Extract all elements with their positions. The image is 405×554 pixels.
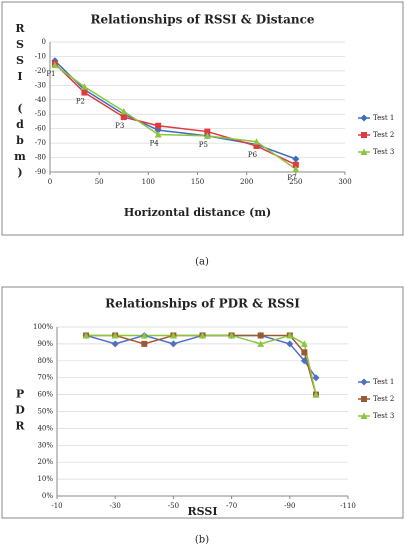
marker — [360, 412, 368, 419]
marker — [203, 132, 211, 139]
marker — [253, 138, 260, 145]
point-label: P6 — [248, 151, 258, 159]
y-tick-label: 0% — [42, 492, 53, 500]
point-label: P4 — [150, 139, 160, 147]
x-tick-label: -10 — [51, 502, 62, 510]
marker — [253, 143, 260, 149]
x-tick-label: -110 — [340, 502, 356, 510]
legend-label: Test 1 — [373, 378, 394, 386]
marker — [292, 165, 300, 173]
marker — [360, 148, 368, 155]
marker — [199, 331, 206, 339]
marker — [154, 130, 162, 138]
y-tick-label: -30 — [35, 81, 46, 89]
point-label: P3 — [115, 122, 124, 130]
marker — [80, 83, 88, 90]
marker — [257, 332, 264, 339]
x-tick-label: 50 — [95, 178, 104, 186]
chart-frame — [1, 1, 404, 236]
marker — [169, 340, 177, 348]
marker — [120, 107, 128, 115]
marker — [301, 349, 308, 356]
marker — [51, 61, 59, 69]
legend-label: Test 1 — [373, 114, 394, 122]
chart-title: Relationships of RSSI & Distance — [90, 13, 314, 27]
point-label: P5 — [199, 141, 208, 149]
y-tick-label: -40 — [35, 96, 46, 104]
series-line — [86, 334, 317, 395]
marker — [111, 340, 119, 348]
y-tick-label: -70 — [35, 139, 46, 147]
point-label: P7 — [287, 174, 296, 182]
y-tick-label: 50% — [37, 408, 53, 416]
marker — [81, 89, 88, 96]
point-label: P2 — [76, 98, 85, 106]
caption: (b) — [195, 535, 209, 546]
legend-label: Test 3 — [373, 148, 394, 156]
y-tick-label: 30% — [37, 441, 53, 449]
y-tick-label: -20 — [35, 67, 46, 75]
marker — [141, 340, 148, 347]
x-tick-label: -30 — [110, 502, 121, 510]
marker — [292, 155, 300, 163]
point-label: P1 — [46, 70, 55, 78]
marker — [204, 128, 211, 135]
chart-frame — [1, 286, 404, 519]
y-tick-label: 80% — [37, 357, 53, 365]
y-tick-label: 40% — [37, 424, 53, 432]
marker — [300, 340, 308, 347]
legend-label: Test 2 — [373, 131, 394, 139]
y-tick-label: 70% — [37, 374, 53, 382]
marker — [312, 374, 320, 382]
chart-title: Relationships of PDR & RSSI — [105, 297, 300, 311]
marker — [300, 357, 308, 365]
legend-label: Test 2 — [373, 395, 394, 403]
marker — [361, 132, 367, 138]
legend-label: Test 3 — [373, 412, 394, 420]
marker — [292, 161, 299, 168]
y-tick-label: -10 — [35, 52, 46, 60]
marker — [169, 331, 177, 339]
marker — [312, 391, 320, 398]
x-tick-label: 300 — [338, 178, 351, 186]
y-tick-label: 20% — [37, 458, 53, 466]
marker — [257, 340, 265, 347]
marker — [111, 331, 119, 339]
y-axis-label: RSSI (dbm) — [13, 22, 26, 182]
y-tick-label: 10% — [37, 475, 53, 483]
x-tick-label: 0 — [48, 178, 52, 186]
y-tick-label: 90% — [37, 340, 53, 348]
y-tick-label: 0 — [42, 38, 46, 46]
y-tick-label: 100% — [33, 323, 53, 331]
marker — [360, 114, 368, 122]
marker — [155, 122, 162, 129]
marker — [361, 396, 367, 402]
marker — [286, 340, 294, 348]
x-tick-label: 200 — [240, 178, 253, 186]
y-axis-label: PDR — [14, 388, 27, 436]
y-tick-label: -60 — [35, 125, 46, 133]
x-tick-label: 150 — [191, 178, 204, 186]
y-tick-label: -50 — [35, 110, 46, 118]
x-axis-label: RSSI — [188, 505, 218, 518]
marker — [120, 114, 127, 121]
x-tick-label: -50 — [168, 502, 179, 510]
x-tick-label: -70 — [226, 502, 237, 510]
x-tick-label: -90 — [284, 502, 295, 510]
y-tick-label: 60% — [37, 391, 53, 399]
marker — [82, 331, 90, 339]
y-tick-label: -90 — [35, 168, 46, 176]
caption: (a) — [195, 257, 209, 268]
x-tick-label: 100 — [142, 178, 155, 186]
x-tick-label: 250 — [289, 178, 302, 186]
marker — [228, 331, 236, 339]
marker — [286, 331, 294, 339]
x-axis-label: Horizontal distance (m) — [124, 206, 271, 219]
y-tick-label: -80 — [35, 154, 46, 162]
marker — [360, 378, 368, 386]
marker — [140, 331, 148, 339]
